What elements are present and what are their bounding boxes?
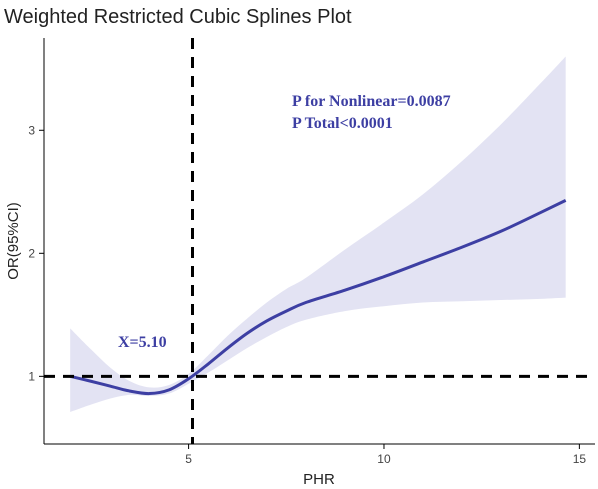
plot-area [44,38,595,444]
confidence-band [70,56,566,413]
p-total-annotation: P Total<0.0001 [292,115,393,132]
y-tick-label: 1 [28,369,35,383]
x-tick-label: 15 [573,452,587,466]
spline-curve [69,199,567,396]
cutoff-annotation: X=5.10 [118,334,167,351]
p-nonlinear-annotation: P for Nonlinear=0.0087 [292,93,451,110]
x-tick-label: 10 [377,452,391,466]
y-tick-label: 2 [28,246,35,260]
x-axis-label: PHR [303,471,335,488]
chart-title: Weighted Restricted Cubic Splines Plot [4,6,352,28]
y-axis-ticks: 1 2 3 [28,123,44,383]
x-tick-label: 5 [185,452,192,466]
y-axis-label: OR(95%CI) [5,202,22,280]
y-tick-label: 3 [28,123,35,137]
x-axis-ticks: 5 10 15 [185,444,586,466]
